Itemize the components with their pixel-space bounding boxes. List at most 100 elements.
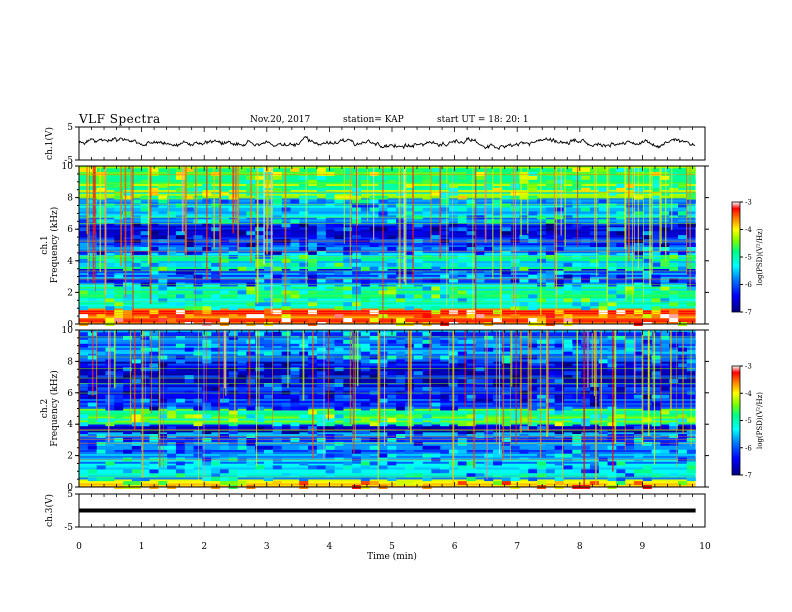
ch1-spectrogram-cell <box>211 270 221 275</box>
ch2-spectrogram-cell <box>175 461 185 466</box>
ch2-spectrogram-band <box>79 451 696 454</box>
ch2-spectrogram-cell <box>140 430 150 435</box>
ch1-spectrogram-burst <box>125 166 127 298</box>
ch1-spectrogram-cell <box>334 227 344 232</box>
ch2-spectrogram-cell <box>290 406 300 411</box>
ch2-spectrogram-cell <box>369 422 379 427</box>
ch1-spectrogram-cell <box>466 290 476 295</box>
ch2-spectrogram-cell <box>554 410 564 415</box>
ch1-spectrogram-band <box>79 171 696 175</box>
ch1-spectrogram-cell <box>140 203 150 208</box>
ch1-spectrogram-cell <box>325 203 335 208</box>
ch1-spectrogram-cell <box>519 171 529 176</box>
ch2-spectrogram-cell <box>651 367 661 372</box>
ch2-spectrogram-cell <box>316 465 326 470</box>
ch2-spectrogram-cell <box>545 402 555 407</box>
ch2-spectrogram-cell <box>272 355 282 360</box>
ch1-spectrogram-cell <box>325 278 335 283</box>
ch2-spectrogram-cell <box>387 453 397 458</box>
ch1-spectrogram-cell <box>660 262 670 267</box>
ch2-spectrogram-burst <box>624 330 626 451</box>
ch1-spectrogram-cell <box>123 306 133 311</box>
ch1-spectrogram-cell <box>114 250 124 255</box>
ch2-spectrogram-cell <box>175 469 185 474</box>
ch2-spectrogram-cell <box>369 410 379 415</box>
ch1-spectrogram-cell <box>360 266 370 271</box>
ch1-spectrogram-cell <box>589 262 599 267</box>
ch1-spectrogram-band <box>79 246 696 250</box>
ch2-spectrogram-cell <box>431 426 441 431</box>
ch2-spectrogram-cell <box>281 379 291 383</box>
ch2-spectrogram-cell <box>554 422 564 427</box>
ch2-spectrogram-cell <box>387 477 397 482</box>
ch2-spectrogram-cell <box>493 402 503 407</box>
ch1-spectrogram-cell <box>175 211 185 216</box>
ch1-spectrogram-burst <box>149 166 152 304</box>
ch1-spectrogram-cell <box>466 243 476 247</box>
ch1-spectrogram-band <box>79 270 696 273</box>
ch1-spectrogram-band <box>79 302 696 305</box>
ch1-spectrogram-cell <box>334 199 344 204</box>
ch3-waveform-ylabel: ch.3(V) <box>44 494 55 527</box>
ch2-spectrogram-burst <box>595 330 597 486</box>
ch1-spectrogram-cell <box>501 227 511 232</box>
ch1-spectrogram-burst <box>92 166 95 284</box>
ch1-spectrogram-cell <box>660 227 670 232</box>
ch1-spectrogram-cell <box>607 191 617 196</box>
ch2-spectrogram-ytick-label: 10 <box>62 326 74 336</box>
ch2-spectrogram-burst <box>203 330 205 484</box>
ch2-spectrogram-cell <box>211 461 221 466</box>
ch2-spectrogram-cell <box>537 339 547 344</box>
ch2-spectrogram-cell <box>484 335 494 340</box>
ch1-spectrogram-cell <box>343 195 353 200</box>
ch1-spectrogram-band <box>79 278 696 281</box>
ch1-spectrogram-burst <box>625 166 627 301</box>
ch1-spectrogram-cell <box>184 207 194 212</box>
ch1-spectrogram-cell <box>316 183 326 188</box>
ch2-spectrogram-cell <box>246 339 256 344</box>
ch2-spectrogram-cell <box>475 414 485 419</box>
ch1-spectrogram-cell <box>466 203 476 208</box>
ch1-spectrogram-cell <box>572 286 582 291</box>
ch2-spectrogram-cell <box>686 461 696 466</box>
ch2-spectrogram-burst <box>484 330 486 390</box>
ch2-spectrogram-cell <box>325 469 335 474</box>
ch1-spectrogram-cell <box>360 294 370 299</box>
ch1-spectrogram-cell <box>114 183 124 188</box>
ch1-waveform-trace <box>78 136 696 151</box>
ch1-spectrogram-cell <box>255 223 265 228</box>
ch2-spectrogram-cell <box>263 339 273 344</box>
ch1-spectrogram-cell <box>272 250 282 255</box>
ch2-spectrogram-cell <box>123 481 133 486</box>
ch1-spectrogram-cell <box>669 223 679 228</box>
ch2-spectrogram-band <box>79 349 696 352</box>
ch1-spectrogram-cell <box>669 183 679 188</box>
ch2-spectrogram-cell <box>581 469 591 474</box>
ch1-spectrogram-cell <box>616 183 626 188</box>
ch1-spectrogram-cell <box>396 318 406 323</box>
ch2-spectrogram-cell <box>79 363 89 368</box>
ch1-spectrogram-cell <box>475 250 485 255</box>
ch2-spectrogram-cell <box>237 367 247 372</box>
ch1-spectrogram-cell <box>484 246 494 251</box>
ch1-spectrogram-cell <box>272 270 282 275</box>
ch2-spectrogram-cell <box>290 430 300 435</box>
ch1-spectrogram-cell <box>272 175 282 180</box>
ch1-spectrogram-cell <box>105 223 115 228</box>
ch1-spectrogram-cell <box>167 195 177 200</box>
ch1-spectrogram-cell <box>211 227 221 232</box>
ch1-spectrogram-cell <box>598 203 608 208</box>
ch1-spectrogram-cell <box>651 179 661 184</box>
ch2-spectrogram-band <box>79 369 696 372</box>
ch1-spectrogram-cell <box>158 195 168 200</box>
ch1-spectrogram-cell <box>572 266 582 271</box>
ch2-spectrogram-band <box>79 434 696 437</box>
ch2-spectrogram-cell <box>510 382 520 387</box>
ch1-spectrogram-cell <box>501 278 511 283</box>
ch1-spectrogram-cell <box>325 191 335 196</box>
ch1-spectrogram-cell <box>114 278 124 283</box>
ch2-spectrogram-cell <box>184 441 194 446</box>
ch1-spectrogram-cell <box>607 298 617 303</box>
ch2-spectrogram-cell <box>175 414 185 419</box>
ch1-spectrogram-cell <box>334 231 344 236</box>
